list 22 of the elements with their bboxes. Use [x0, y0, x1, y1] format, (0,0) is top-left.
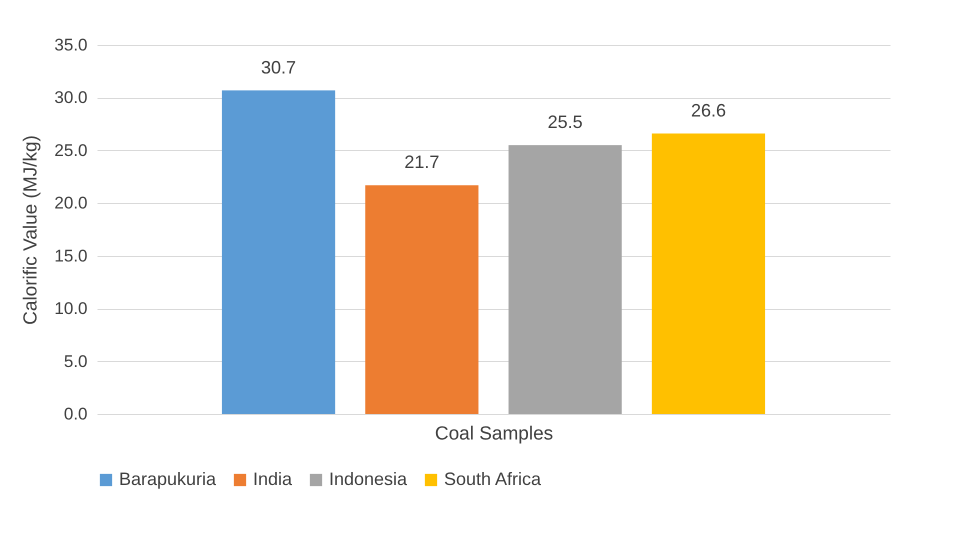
- data-label: 25.5: [548, 112, 583, 132]
- x-axis-title: Coal Samples: [434, 424, 554, 444]
- bar: [652, 134, 766, 414]
- bar: [508, 145, 622, 414]
- y-tick-label: 5.0: [64, 352, 88, 371]
- legend-label: Indonesia: [329, 469, 408, 489]
- y-tick-label: 10.0: [54, 299, 88, 318]
- data-label: 30.7: [261, 57, 296, 78]
- y-tick-label: 35.0: [54, 36, 88, 54]
- bar: [365, 185, 478, 414]
- legend-label: South Africa: [444, 469, 542, 489]
- bar: [222, 90, 336, 414]
- data-label: 21.7: [404, 152, 440, 172]
- y-tick-label: 25.0: [54, 140, 88, 160]
- y-tick-label: 20.0: [54, 194, 88, 213]
- legend-label: Barapukuria: [119, 469, 218, 489]
- legend-label: India: [253, 469, 294, 489]
- y-tick-label: 30.0: [54, 88, 88, 108]
- y-axis-title: Calorific Value (MJ/kg): [20, 135, 42, 325]
- y-tick-label: 0.0: [64, 404, 88, 424]
- y-tick-label: 15.0: [54, 246, 88, 266]
- data-label: 26.6: [690, 100, 726, 121]
